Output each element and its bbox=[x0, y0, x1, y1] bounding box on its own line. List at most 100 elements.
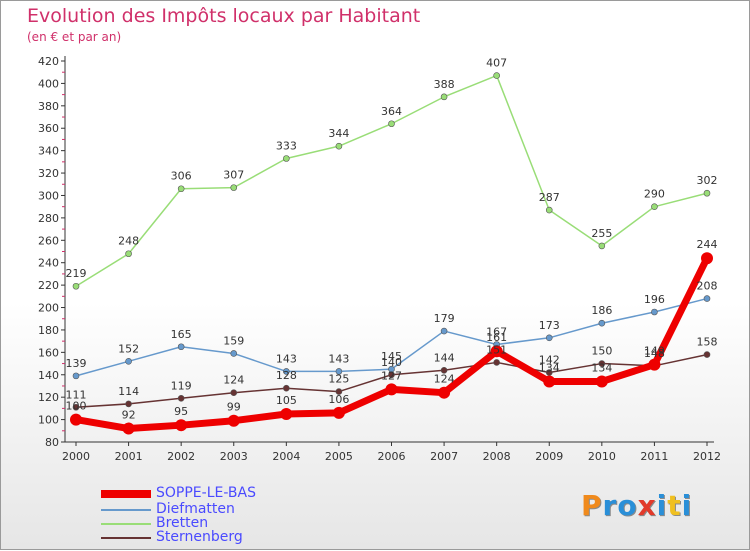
data-point bbox=[70, 413, 82, 426]
data-label: 333 bbox=[276, 139, 297, 152]
data-label: 407 bbox=[486, 57, 507, 70]
data-label: 134 bbox=[539, 361, 560, 374]
y-tick-label: 280 bbox=[38, 212, 59, 225]
x-tick-label: 2004 bbox=[272, 450, 300, 463]
x-tick-label: 2003 bbox=[220, 450, 248, 463]
data-label: 179 bbox=[434, 312, 455, 325]
y-tick-label: 400 bbox=[38, 77, 59, 90]
data-label: 128 bbox=[276, 369, 297, 382]
data-point bbox=[595, 375, 608, 388]
data-label: 92 bbox=[122, 409, 136, 422]
logo-letter: o bbox=[617, 489, 638, 522]
data-label: 344 bbox=[328, 127, 349, 140]
data-label: 158 bbox=[697, 336, 718, 349]
data-point bbox=[543, 375, 556, 388]
data-point bbox=[598, 319, 606, 327]
legend-swatch-sternenberg bbox=[101, 537, 151, 539]
y-tick-label: 420 bbox=[38, 55, 59, 68]
data-point bbox=[177, 394, 185, 402]
data-point bbox=[175, 419, 188, 432]
data-label: 307 bbox=[223, 169, 244, 182]
data-label: 145 bbox=[381, 350, 402, 363]
data-label: 140 bbox=[381, 356, 402, 369]
x-tick-label: 2000 bbox=[62, 450, 90, 463]
data-label: 167 bbox=[486, 326, 507, 339]
y-tick-label: 140 bbox=[38, 369, 59, 382]
y-tick-label: 180 bbox=[38, 324, 59, 337]
data-label: 302 bbox=[697, 174, 718, 187]
data-point bbox=[651, 308, 658, 316]
y-tick-label: 260 bbox=[38, 234, 59, 247]
y-tick-label: 380 bbox=[38, 100, 59, 113]
data-label: 388 bbox=[434, 78, 455, 91]
data-point bbox=[230, 389, 238, 396]
chart-subtitle: (en € et par an) bbox=[27, 30, 122, 44]
logo-letter: i bbox=[681, 489, 693, 522]
legend-label-bretten: Bretten bbox=[156, 515, 209, 531]
legend-swatch-diefmatten bbox=[101, 509, 151, 511]
data-label: 161 bbox=[486, 331, 507, 344]
data-point bbox=[122, 422, 135, 435]
y-tick-label: 220 bbox=[38, 279, 59, 292]
data-label: 149 bbox=[644, 345, 665, 358]
data-label: 173 bbox=[539, 319, 560, 332]
y-tick-label: 100 bbox=[38, 414, 59, 427]
data-label: 134 bbox=[591, 361, 612, 374]
proxiti-logo: Proxiti bbox=[581, 489, 692, 522]
data-point bbox=[545, 206, 553, 214]
data-point bbox=[440, 366, 448, 374]
y-tick-label: 80 bbox=[45, 436, 59, 449]
data-label: 150 bbox=[591, 345, 612, 358]
y-tick-label: 120 bbox=[38, 391, 59, 404]
data-point bbox=[440, 327, 448, 335]
logo-letter: i bbox=[656, 489, 668, 522]
data-point bbox=[651, 203, 658, 210]
data-point bbox=[125, 358, 132, 365]
data-label: 244 bbox=[697, 238, 718, 251]
data-label: 159 bbox=[223, 334, 244, 347]
data-label: 143 bbox=[328, 352, 349, 365]
data-point bbox=[598, 242, 606, 250]
data-label: 100 bbox=[66, 400, 87, 413]
data-label: 287 bbox=[539, 191, 560, 204]
data-label: 111 bbox=[66, 388, 87, 401]
data-label: 208 bbox=[697, 280, 718, 293]
data-point bbox=[440, 93, 448, 101]
data-point bbox=[490, 345, 503, 358]
data-point bbox=[332, 406, 345, 419]
x-tick-label: 2008 bbox=[483, 450, 511, 463]
y-tick-label: 200 bbox=[38, 302, 59, 315]
data-point bbox=[388, 120, 395, 128]
data-label: 364 bbox=[381, 105, 402, 118]
data-label: 142 bbox=[539, 354, 560, 367]
y-tick-label: 320 bbox=[38, 167, 59, 180]
legend-label-diefmatten: Diefmatten bbox=[156, 501, 235, 517]
x-tick-label: 2011 bbox=[640, 450, 668, 463]
data-point bbox=[72, 282, 80, 290]
x-tick-label: 2010 bbox=[588, 450, 616, 463]
data-point bbox=[545, 334, 553, 342]
data-label: 248 bbox=[118, 235, 139, 248]
data-point bbox=[703, 351, 711, 358]
logo-letter: P bbox=[581, 489, 603, 522]
y-tick-label: 360 bbox=[38, 122, 59, 135]
data-point bbox=[438, 386, 451, 399]
data-label: 255 bbox=[591, 227, 612, 240]
logo-letter: x bbox=[637, 489, 657, 522]
x-tick-label: 2002 bbox=[167, 450, 195, 463]
data-point bbox=[703, 295, 711, 302]
legend-label-soppe: SOPPE-LE-BAS bbox=[156, 485, 256, 501]
data-point bbox=[283, 155, 290, 162]
data-point bbox=[493, 72, 500, 79]
x-tick-label: 2001 bbox=[115, 450, 143, 463]
data-label: 143 bbox=[276, 352, 297, 365]
data-point bbox=[177, 185, 185, 193]
data-label: 148 bbox=[644, 347, 665, 360]
data-point bbox=[598, 360, 606, 367]
data-label: 105 bbox=[276, 394, 297, 407]
data-label: 219 bbox=[66, 267, 87, 280]
data-point bbox=[701, 252, 713, 265]
data-label: 95 bbox=[174, 405, 188, 418]
